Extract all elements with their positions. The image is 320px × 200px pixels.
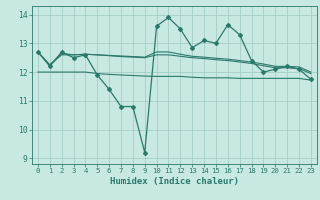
X-axis label: Humidex (Indice chaleur): Humidex (Indice chaleur) bbox=[110, 177, 239, 186]
